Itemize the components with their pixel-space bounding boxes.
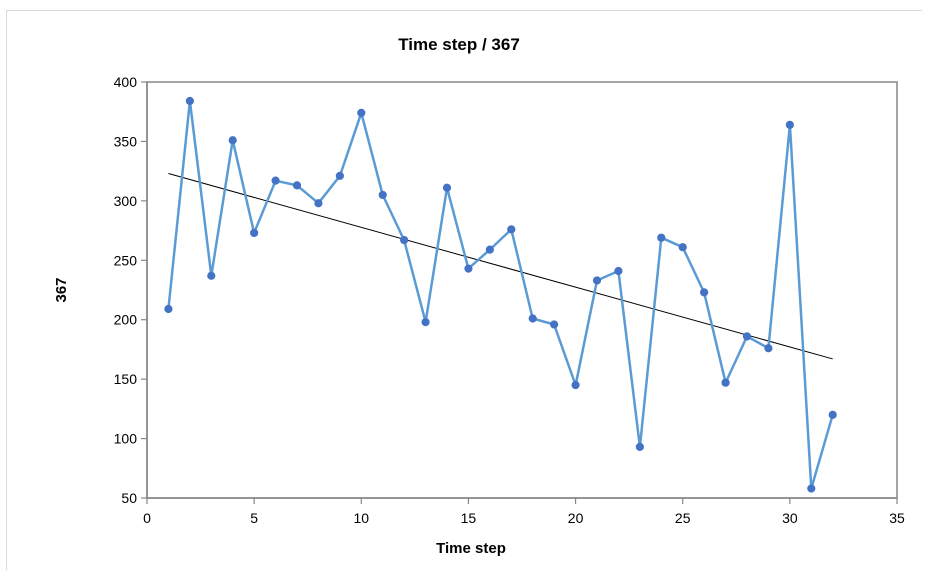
data-point	[485, 245, 494, 254]
data-point	[464, 264, 473, 273]
chart-title: Time step / 367	[398, 35, 520, 54]
data-point	[678, 243, 687, 252]
y-tick-label: 100	[114, 431, 138, 447]
data-point	[592, 276, 602, 285]
trendline	[168, 173, 833, 360]
data-point	[228, 136, 237, 145]
y-tick-label: 150	[114, 371, 138, 387]
data-point	[400, 235, 409, 245]
y-axis-title: 367	[53, 277, 70, 302]
data-point	[828, 410, 837, 419]
data-point	[764, 344, 773, 353]
data-point	[378, 190, 387, 200]
x-tick-label: 5	[250, 510, 258, 526]
y-tick-label: 200	[114, 312, 138, 328]
y-tick-label: 250	[114, 252, 138, 268]
x-tick-label: 25	[675, 510, 691, 526]
y-tick-label: 400	[114, 74, 138, 90]
data-point	[614, 266, 623, 276]
data-point	[785, 120, 794, 129]
y-tick-label: 50	[121, 490, 137, 506]
data-point	[335, 171, 344, 180]
x-tick-label: 35	[889, 510, 905, 526]
data-point	[357, 108, 366, 118]
data-point	[207, 271, 216, 280]
trendline-group	[168, 173, 833, 360]
data-point	[250, 228, 259, 238]
data-point	[657, 233, 666, 242]
y-tick-label: 300	[114, 193, 138, 209]
x-tick-label: 10	[353, 510, 369, 526]
series-group	[164, 96, 837, 493]
x-tick-label: 20	[568, 510, 584, 526]
axes: 50 100 150 200 250 300 350 400 0 5 10 15 20 25 30 35	[114, 74, 905, 526]
data-point	[164, 304, 173, 314]
data-point	[721, 378, 730, 387]
data-point	[185, 96, 194, 106]
data-point	[635, 442, 644, 451]
data-point	[442, 183, 452, 192]
data-point	[292, 181, 302, 190]
plot-area-border	[146, 81, 898, 499]
data-point	[421, 317, 430, 327]
x-tick-label: 0	[143, 510, 151, 526]
data-point	[271, 176, 280, 185]
data-point	[507, 225, 516, 234]
data-point	[528, 314, 537, 323]
y-tick-label: 350	[114, 133, 138, 149]
chart-frame	[6, 10, 922, 570]
x-tick-label: 30	[782, 510, 798, 526]
x-tick-label: 15	[461, 510, 477, 526]
data-point	[700, 288, 709, 297]
data-point	[807, 484, 816, 493]
data-point	[314, 199, 323, 208]
data-point	[550, 320, 559, 329]
series-line	[167, 99, 834, 490]
data-point	[571, 380, 580, 390]
x-axis-title: Time step	[436, 540, 506, 557]
data-point	[742, 332, 752, 341]
